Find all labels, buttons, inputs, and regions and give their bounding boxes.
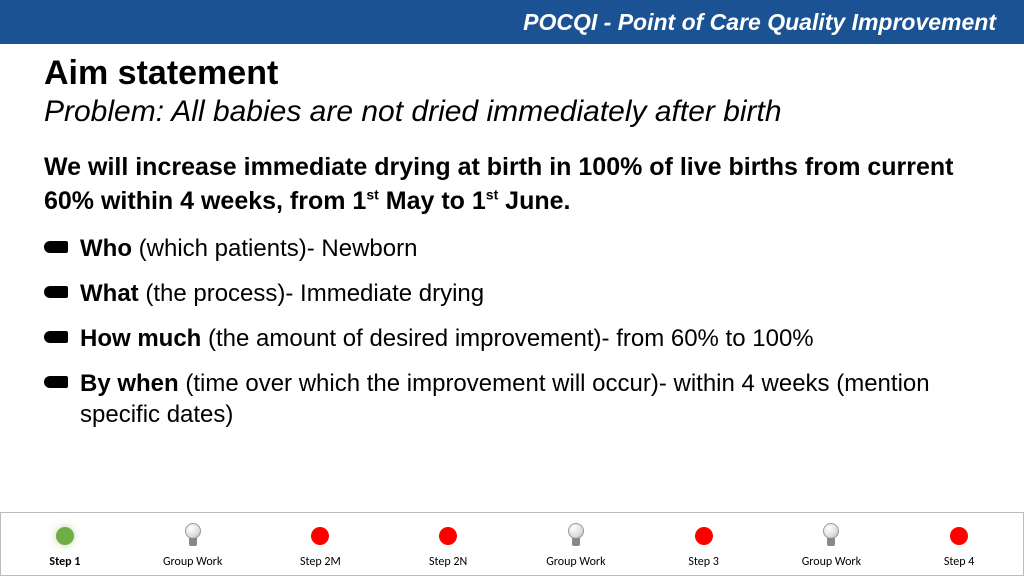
list-item: How much (the amount of desired improvem… (44, 323, 980, 354)
step-label: Step 2M (300, 555, 341, 569)
step-item[interactable]: Step 2M (257, 513, 385, 575)
bullet-label: What (80, 280, 139, 307)
step-label: Step 3 (688, 555, 718, 569)
bullet-label: Who (80, 235, 132, 262)
step-label: Group Work (163, 555, 222, 569)
header-title: POCQI - Point of Care Quality Improvemen… (523, 9, 996, 36)
bullet-list: Who (which patients)- Newborn What (the … (44, 233, 980, 431)
step-item[interactable]: Step 4 (895, 513, 1023, 575)
lightbulb-icon (184, 523, 202, 549)
dot-red-icon (950, 527, 968, 545)
aim-sup-1: st (366, 186, 378, 202)
aim-text-mid: May to 1 (379, 187, 486, 215)
step-label: Step 2N (429, 555, 467, 569)
list-item: By when (time over which the improvement… (44, 368, 980, 430)
lightbulb-icon (822, 523, 840, 549)
step-item[interactable]: Step 2N (384, 513, 512, 575)
aim-text-post: June. (498, 187, 570, 215)
slide-content: Aim statement Problem: All babies are no… (0, 44, 1024, 430)
step-item[interactable]: Step 3 (640, 513, 768, 575)
bullet-label: How much (80, 325, 201, 352)
list-item: Who (which patients)- Newborn (44, 233, 980, 264)
step-item[interactable]: Group Work (512, 513, 640, 575)
list-item: What (the process)- Immediate drying (44, 278, 980, 309)
step-item[interactable]: Group Work (129, 513, 257, 575)
step-label: Group Work (802, 555, 861, 569)
bullet-rest: (the process)- Immediate drying (139, 280, 484, 307)
aim-sup-2: st (486, 186, 498, 202)
header-bar: POCQI - Point of Care Quality Improvemen… (0, 0, 1024, 44)
step-label: Step 4 (944, 555, 974, 569)
step-footer: Step 1 Group Work Step 2M Step 2N Group Work… (0, 512, 1024, 576)
step-label: Group Work (546, 555, 605, 569)
dot-red-icon (439, 527, 457, 545)
aim-statement: We will increase immediate drying at bir… (44, 151, 980, 219)
step-item[interactable]: Group Work (768, 513, 896, 575)
dot-red-icon (311, 527, 329, 545)
dot-red-icon (695, 527, 713, 545)
step-label: Step 1 (49, 555, 80, 569)
lightbulb-icon (567, 523, 585, 549)
slide-title: Aim statement (44, 54, 980, 93)
bullet-rest: (the amount of desired improvement)- fro… (201, 325, 813, 352)
dot-green-icon (56, 527, 74, 545)
step-item[interactable]: Step 1 (1, 513, 129, 575)
bullet-rest: (time over which the improvement will oc… (80, 370, 930, 428)
slide-subtitle: Problem: All babies are not dried immedi… (44, 95, 980, 129)
bullet-label: By when (80, 370, 179, 397)
bullet-rest: (which patients)- Newborn (132, 235, 417, 262)
